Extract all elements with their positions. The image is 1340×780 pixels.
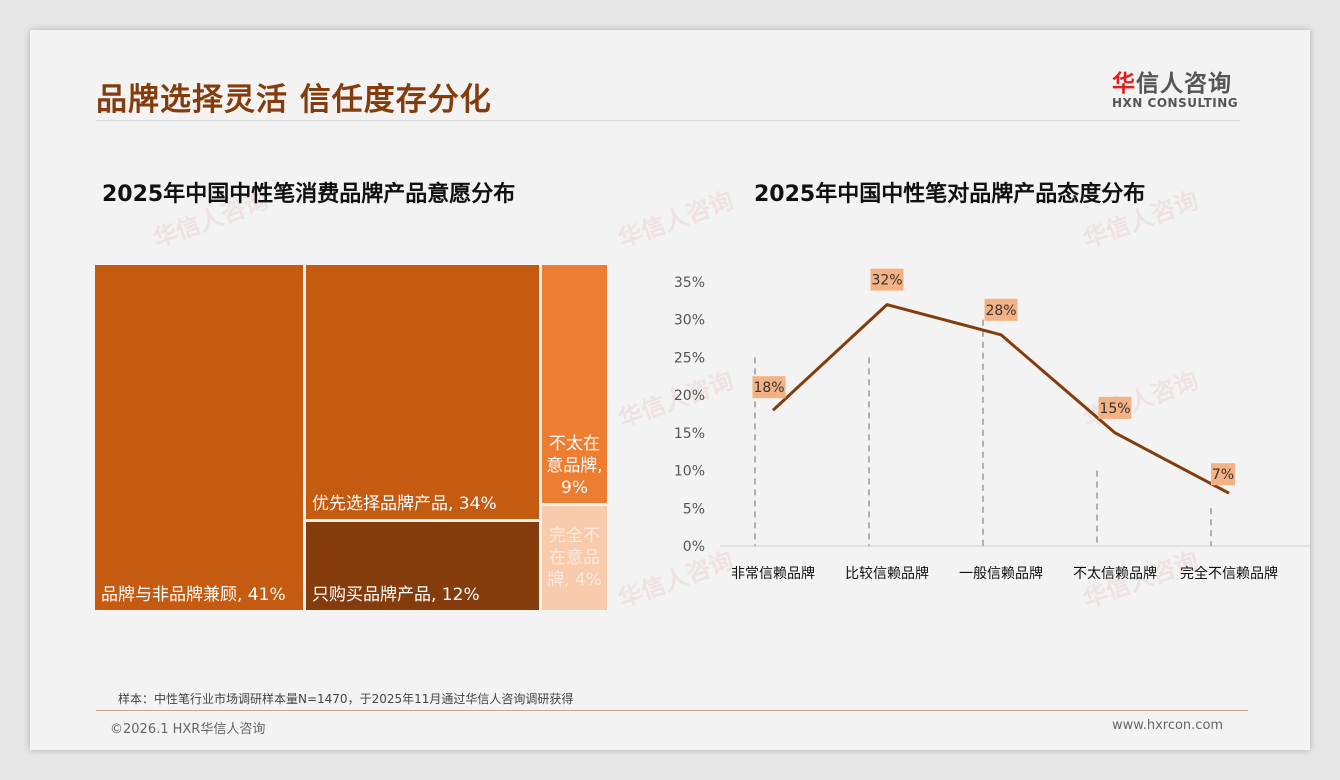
y-tick-label: 15% <box>674 426 705 442</box>
data-label: 18% <box>753 380 784 396</box>
x-tick-label: 非常信赖品牌 <box>731 565 815 582</box>
data-label: 32% <box>871 273 902 289</box>
treemap-cell: 只购买品牌产品, 12% <box>306 522 539 610</box>
treemap-cell: 优先选择品牌产品, 34% <box>306 265 539 519</box>
data-label-bg <box>1098 396 1132 419</box>
treemap-cell: 不太在意品牌, 9% <box>542 265 607 503</box>
y-tick-label: 25% <box>674 350 705 366</box>
logo: 华信人咨询 HXN CONSULTING <box>1112 64 1238 110</box>
y-tick-label: 30% <box>674 313 705 329</box>
logo-mark: 华 <box>1112 71 1136 97</box>
data-label: 7% <box>1212 467 1234 483</box>
data-label: 28% <box>985 303 1016 319</box>
footer-divider <box>96 710 1248 711</box>
logo-text: 信人咨询 <box>1136 71 1232 97</box>
page-title: 品牌选择灵活 信任度存分化 <box>96 82 492 118</box>
y-tick-label: 10% <box>674 464 705 480</box>
series-line <box>771 303 1230 495</box>
logo-en: HXN CONSULTING <box>1112 96 1239 110</box>
line-chart: 0% 5% 10% 15% 20% 25% 30% 35% 非常信赖品牌 比较信赖品牌 一般信赖品牌… <box>674 268 1310 582</box>
x-tick-label: 不太信赖品牌 <box>1073 565 1157 582</box>
divider <box>96 120 1240 121</box>
y-tick-label: 0% <box>683 539 705 555</box>
data-label: 15% <box>1099 401 1130 417</box>
website-url: www.hxrcon.com <box>1112 718 1224 733</box>
copyright: ©2026.1 HXR华信人咨询 <box>110 722 266 737</box>
treemap-cell: 品牌与非品牌兼顾, 41% <box>95 265 303 610</box>
y-tick-label: 35% <box>674 275 705 291</box>
data-label-bg <box>870 268 904 291</box>
y-tick-label: 5% <box>683 501 705 517</box>
sample-note: 样本：中性笔行业市场调研样本量N=1470，于2025年11月通过华信人咨询调研… <box>118 692 574 706</box>
treemap-cell: 完全不在意品牌, 4% <box>542 506 607 610</box>
data-label-bg <box>752 376 786 399</box>
watermark: 华信人咨询 <box>614 186 738 254</box>
x-tick-label: 一般信赖品牌 <box>959 565 1043 582</box>
x-tick-label: 比较信赖品牌 <box>845 565 929 582</box>
slide: 品牌选择灵活 信任度存分化 华信人咨询 HXN CONSULTING 华信人咨询… <box>30 30 1310 750</box>
treemap-title: 2025年中国中性笔消费品牌产品意愿分布 <box>102 182 516 207</box>
data-label-bg <box>984 298 1018 321</box>
line-chart-title: 2025年中国中性笔对品牌产品态度分布 <box>754 182 1146 207</box>
y-tick-label: 20% <box>674 388 705 404</box>
data-label-bg <box>1211 463 1235 486</box>
x-tick-label: 完全不信赖品牌 <box>1180 565 1278 582</box>
